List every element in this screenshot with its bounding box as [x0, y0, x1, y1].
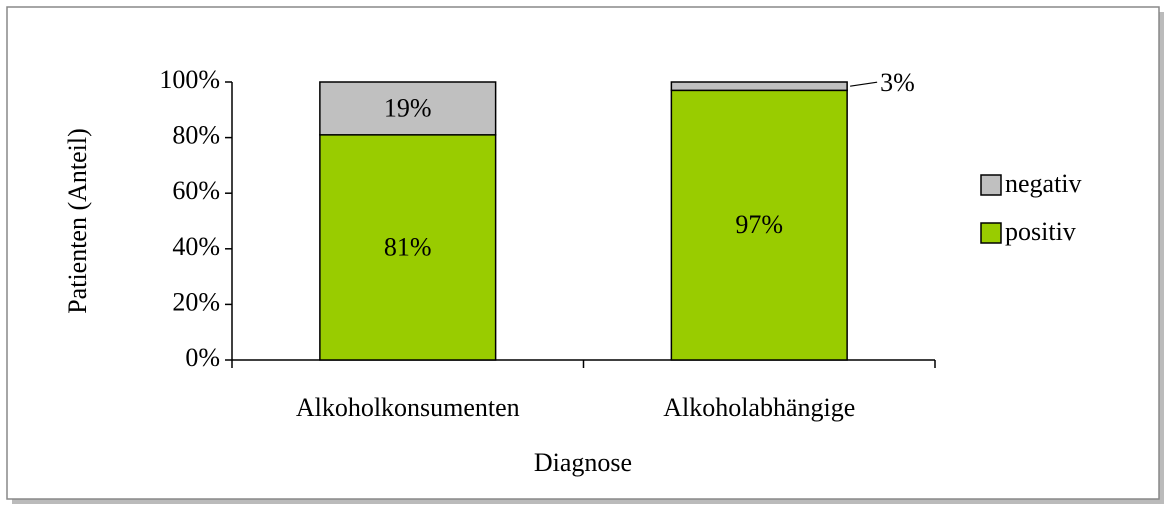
data-label: 3% [880, 68, 915, 97]
legend-swatch [980, 174, 1002, 196]
bar-segment [319, 81, 497, 136]
data-label: 81% [384, 232, 432, 261]
data-label: 97% [735, 210, 783, 239]
bar-segment [670, 89, 848, 361]
x-tick-label: Alkoholabhängige [663, 393, 855, 422]
y-tick-label: 0% [185, 343, 220, 372]
y-tick-label: 60% [172, 176, 220, 205]
data-label: 19% [384, 93, 432, 122]
y-axis-label: Patienten (Anteil) [63, 128, 92, 314]
x-tick-label: Alkoholkonsumenten [296, 393, 520, 422]
y-tick-label: 40% [172, 232, 220, 261]
legend-label: positiv [1005, 217, 1076, 246]
frame [6, 6, 1160, 500]
x-axis-label: Diagnose [534, 448, 632, 477]
y-tick-label: 80% [172, 121, 220, 150]
legend-swatch [980, 222, 1002, 244]
y-tick-label: 20% [172, 287, 220, 316]
bar-segment [319, 134, 497, 361]
leader-line [850, 81, 878, 87]
legend-label: negativ [1005, 169, 1082, 198]
bar-segment [670, 81, 848, 92]
y-tick-label: 100% [159, 65, 220, 94]
